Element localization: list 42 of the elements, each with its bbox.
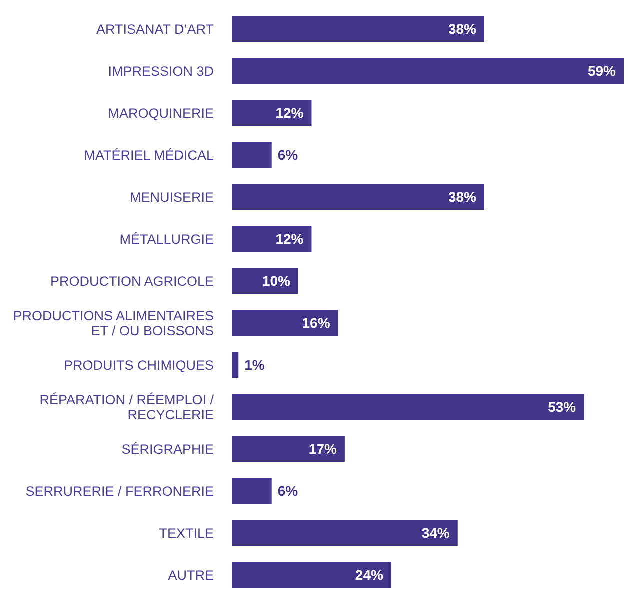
data-label: 38%	[448, 21, 478, 37]
y-tick-label: PRODUITS CHIMIQUES	[64, 358, 214, 372]
y-tick-label: SERRURERIE / FERRONERIE	[26, 484, 214, 498]
data-label: 6%	[278, 483, 299, 499]
data-label: 53%	[548, 399, 577, 415]
data-label: 6%	[278, 147, 299, 163]
bar	[232, 352, 239, 378]
data-label: 38%	[448, 189, 478, 205]
y-tick-label: MENUISERIE	[130, 190, 214, 204]
data-label: 17%	[308, 441, 338, 457]
y-tick-label: SÉRIGRAPHIE	[122, 442, 214, 456]
y-tick-label: PRODUCTIONS ALIMENTAIRES ET / OU BOISSONS	[13, 308, 214, 338]
bar	[232, 142, 272, 168]
data-label: 12%	[276, 231, 304, 247]
bar	[232, 310, 338, 336]
y-tick-label: RÉPARATION / RÉEMPLOI / RECYCLERIE	[40, 392, 214, 422]
bar	[232, 520, 458, 546]
bar	[232, 100, 312, 126]
y-tick-label: MAROQUINERIE	[108, 106, 214, 120]
data-label: 10%	[262, 273, 291, 289]
bar	[232, 226, 312, 252]
y-tick-label: IMPRESSION 3D	[108, 64, 214, 78]
y-tick-label: MÉTALLURGIE	[120, 232, 214, 246]
data-label: 1%	[244, 357, 266, 373]
y-tick-label: TEXTILE	[159, 526, 214, 540]
data-label: 12%	[276, 105, 304, 121]
bar	[232, 16, 484, 42]
data-label: 24%	[355, 567, 384, 583]
y-tick-label: MATÉRIEL MÉDICAL	[84, 148, 214, 162]
y-tick-label: AUTRE	[168, 568, 214, 582]
bar	[232, 268, 298, 294]
y-tick-label: PRODUCTION AGRICOLE	[50, 274, 214, 288]
data-label: 34%	[422, 525, 450, 541]
data-label: 59%	[588, 63, 617, 79]
bar	[232, 436, 345, 462]
bar	[232, 394, 584, 420]
bar	[232, 58, 624, 84]
bar	[232, 478, 272, 504]
data-label: 16%	[302, 315, 331, 331]
bar	[232, 184, 484, 210]
bar	[232, 562, 392, 588]
y-tick-label: ARTISANAT D’ART	[96, 22, 214, 36]
